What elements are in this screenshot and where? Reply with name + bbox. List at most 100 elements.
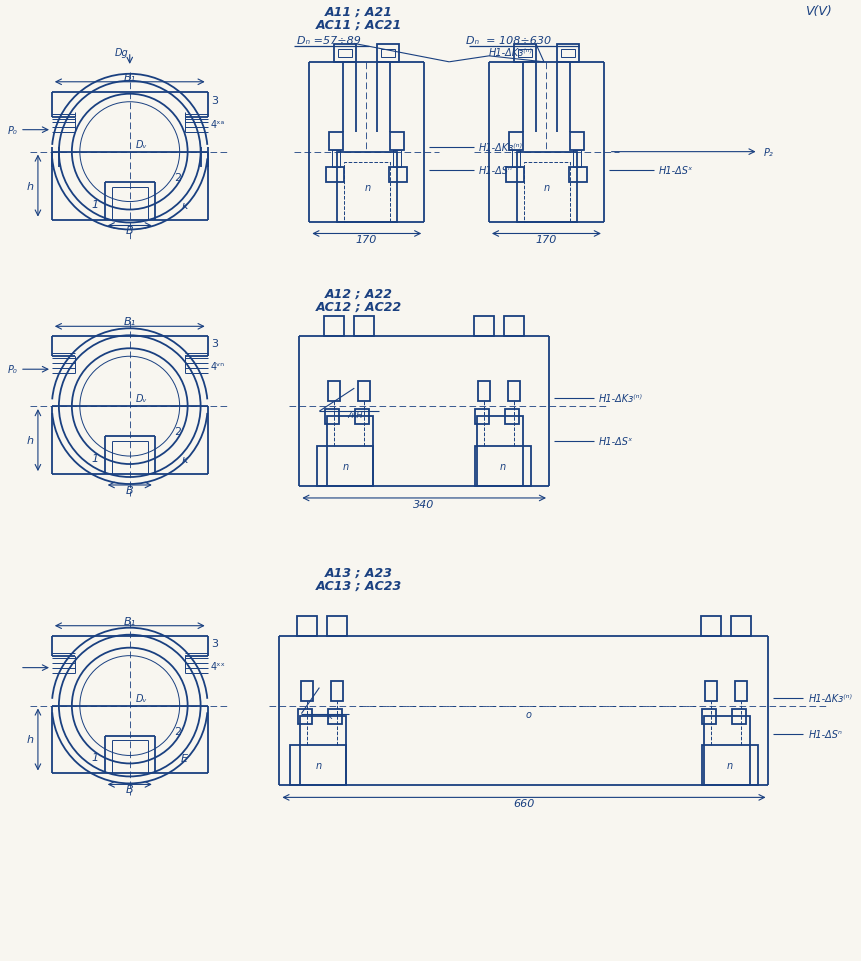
Bar [507, 382, 519, 402]
Text: H1-ΔKз⁽ⁿ⁾: H1-ΔKз⁽ⁿ⁾ [808, 693, 852, 702]
Text: Dᵥ: Dᵥ [136, 693, 147, 702]
Text: H1-ΔKз⁽ⁿ⁾: H1-ΔKз⁽ⁿ⁾ [488, 48, 532, 58]
Bar [556, 45, 579, 62]
Text: 660: 660 [512, 799, 534, 808]
Text: ĸ: ĸ [181, 455, 188, 464]
Bar [326, 167, 344, 183]
Bar [331, 681, 343, 701]
Bar [523, 162, 569, 222]
Bar [327, 417, 373, 486]
Text: B₁: B₁ [123, 73, 136, 83]
Bar [573, 151, 580, 167]
Text: 1: 1 [91, 199, 98, 209]
Text: P₂: P₂ [763, 147, 772, 158]
Bar [298, 709, 312, 724]
Bar [474, 447, 530, 486]
Bar [517, 153, 576, 222]
Bar [358, 382, 370, 402]
Text: АС11 ; АС21: АС11 ; АС21 [316, 18, 402, 32]
Text: n: n [726, 761, 732, 771]
Text: 4ᵛⁿ: 4ᵛⁿ [210, 362, 225, 372]
Text: Dₙ  = 108÷630: Dₙ = 108÷630 [466, 36, 551, 46]
Bar [393, 151, 400, 167]
Bar [478, 382, 489, 402]
Text: 1: 1 [91, 752, 98, 763]
Bar [301, 681, 313, 701]
Text: 7кН: 7кН [345, 410, 362, 419]
Bar [328, 709, 342, 724]
Bar [297, 616, 317, 636]
Bar [334, 45, 356, 62]
Text: H1-ΔKз⁽ⁿ⁾: H1-ΔKз⁽ⁿ⁾ [479, 142, 523, 153]
Bar [701, 746, 757, 785]
Text: Dᵥ: Dᵥ [136, 394, 147, 404]
Bar [381, 50, 395, 58]
Bar [474, 409, 488, 425]
Text: Dₙ =57÷89: Dₙ =57÷89 [297, 36, 361, 46]
Bar [561, 50, 574, 58]
Bar [513, 45, 536, 62]
Bar [734, 681, 746, 701]
Text: h: h [27, 735, 34, 745]
Text: Dᵥ: Dᵥ [136, 139, 147, 150]
Text: E: E [181, 753, 188, 764]
Bar [569, 133, 583, 151]
Text: H1-ΔSˣ: H1-ΔSˣ [658, 165, 692, 176]
Bar [701, 709, 715, 724]
Text: n: n [315, 761, 321, 771]
Bar [508, 133, 523, 151]
Bar [390, 133, 404, 151]
Bar [517, 50, 531, 58]
Text: V(V): V(V) [804, 6, 831, 18]
Text: h: h [27, 182, 34, 191]
Bar [300, 716, 346, 785]
Bar [317, 447, 373, 486]
Text: H1-ΔSⁿ: H1-ΔSⁿ [479, 165, 512, 176]
Bar [703, 716, 749, 785]
Text: P₀: P₀ [8, 365, 18, 375]
Text: ĸˣˣ: ĸˣˣ [328, 711, 340, 721]
Text: 3: 3 [211, 339, 218, 349]
Text: B₁: B₁ [123, 616, 136, 626]
Bar [731, 709, 745, 724]
Text: n: n [499, 461, 505, 472]
Text: 170: 170 [356, 235, 376, 245]
Text: 1: 1 [91, 454, 98, 463]
Bar [327, 616, 347, 636]
Text: 3: 3 [211, 96, 218, 106]
Text: А11 ; А21: А11 ; А21 [325, 6, 393, 18]
Bar [344, 162, 390, 222]
Text: B: B [126, 485, 133, 496]
Text: 4ˣˣ: 4ˣˣ [210, 661, 225, 671]
Text: n: n [364, 183, 370, 192]
Text: 170: 170 [535, 235, 556, 245]
Bar [338, 50, 352, 58]
Text: А13 ; А23: А13 ; А23 [325, 567, 393, 579]
Text: 2: 2 [174, 427, 181, 436]
Text: АС12 ; АС22: АС12 ; АС22 [316, 301, 402, 313]
Text: n: n [543, 183, 549, 192]
Bar [511, 151, 519, 167]
Bar [474, 317, 493, 337]
Text: ĸ: ĸ [181, 200, 188, 210]
Bar [355, 409, 369, 425]
Text: P₀: P₀ [8, 126, 18, 136]
Text: B: B [126, 784, 133, 795]
Text: h: h [27, 435, 34, 446]
Text: H1-ΔSˣ: H1-ΔSˣ [598, 436, 633, 447]
Bar [389, 167, 406, 183]
Text: Dg: Dg [115, 48, 128, 58]
Bar [354, 317, 374, 337]
Bar [730, 616, 750, 636]
Text: 3: 3 [211, 638, 218, 648]
Bar [568, 167, 586, 183]
Bar [505, 167, 523, 183]
Bar [703, 681, 715, 701]
Bar [505, 409, 518, 425]
Text: 340: 340 [413, 500, 434, 509]
Text: B₁: B₁ [123, 317, 136, 327]
Bar [700, 616, 720, 636]
Text: H1-ΔSⁿ: H1-ΔSⁿ [808, 728, 841, 739]
Text: o: o [525, 709, 531, 719]
Text: n: n [342, 461, 348, 472]
